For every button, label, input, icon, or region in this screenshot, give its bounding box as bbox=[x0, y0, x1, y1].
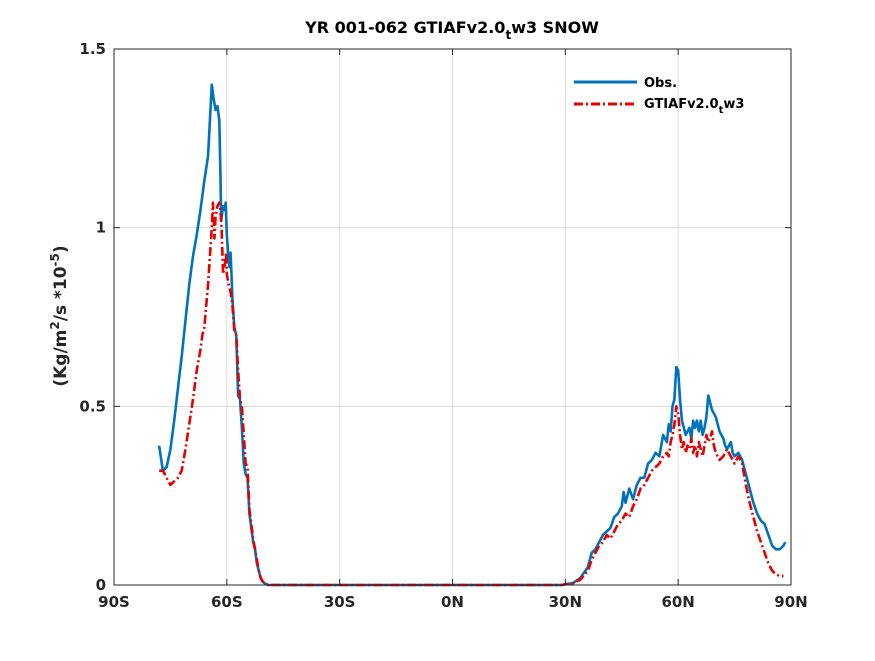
y-tick-label: 1 bbox=[96, 219, 106, 237]
y-axis-label-sup2: -5 bbox=[48, 253, 62, 266]
chart-title-tail: w3 SNOW bbox=[511, 18, 599, 37]
legend-label-model-tail: w3 bbox=[723, 97, 744, 112]
y-axis-label: (Kg/m2/s *10-5) bbox=[48, 245, 71, 386]
x-tick-label: 30S bbox=[324, 593, 356, 611]
y-axis-label-mid: /s *10 bbox=[51, 266, 71, 321]
y-axis-label-main: (Kg/m bbox=[51, 330, 71, 387]
y-tick-label: 0 bbox=[96, 576, 106, 594]
chart-title-main: YR 001-062 GTIAFv2.0 bbox=[304, 18, 505, 37]
x-tick-label: 60S bbox=[211, 593, 243, 611]
series-line-1 bbox=[159, 201, 784, 587]
chart-title-subscript: t bbox=[505, 28, 511, 42]
y-axis-label-end: ) bbox=[51, 245, 71, 253]
legend-label-model-sub: t bbox=[719, 105, 724, 116]
x-tick-label: 90N bbox=[774, 593, 807, 611]
legend-label-model: GTIAFv2.0tw3 bbox=[644, 97, 744, 116]
y-axis-label-sup1: 2 bbox=[48, 321, 62, 329]
chart-title: YR 001-062 GTIAFv2.0tw3 SNOW bbox=[304, 18, 599, 42]
x-tick-label: 90S bbox=[98, 593, 130, 611]
series-group bbox=[157, 83, 787, 587]
y-tick-label: 1.5 bbox=[79, 40, 106, 58]
ticks: 90S 60S 30S 0N 30N 60N 90N 0 0.5 1 1.5 bbox=[79, 40, 807, 611]
x-tick-label: 0N bbox=[441, 593, 464, 611]
x-tick-label: 60N bbox=[661, 593, 694, 611]
legend-label-obs: Obs. bbox=[644, 76, 677, 91]
y-tick-label: 0.5 bbox=[79, 397, 106, 415]
series-line-0 bbox=[157, 83, 787, 587]
legend-label-model-main: GTIAFv2.0 bbox=[644, 97, 719, 112]
legend: Obs. GTIAFv2.0tw3 bbox=[574, 76, 744, 116]
x-tick-label: 30N bbox=[549, 593, 582, 611]
